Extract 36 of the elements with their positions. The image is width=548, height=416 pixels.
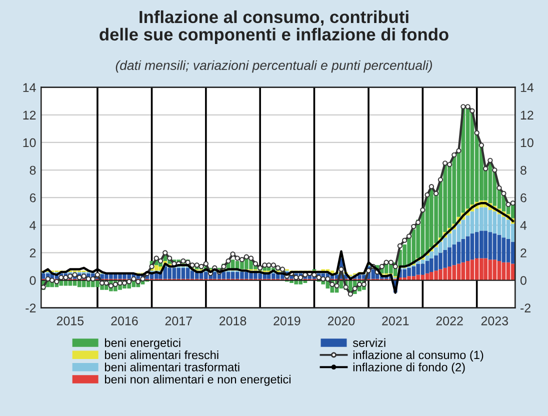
- y2-tick-label: 14: [520, 83, 534, 92]
- legend-label: beni non alimentari e non energetici: [104, 374, 290, 386]
- x-tick-label: 2019: [274, 316, 300, 326]
- legend-label: beni alimentari freschi: [104, 350, 218, 360]
- x-tick-label: 2016: [111, 316, 138, 326]
- x-tick-label: 2017: [165, 316, 192, 326]
- y2-tick-label: 2: [520, 248, 526, 258]
- y-tick-label: 4: [30, 221, 36, 230]
- x-tick-label: 2018: [220, 316, 246, 326]
- y2-tick-label: -2: [520, 304, 530, 312]
- y2-tick-label: 4: [520, 221, 527, 230]
- x-tick-label: 2020: [328, 316, 355, 326]
- x-tick-label: 2022: [436, 316, 463, 326]
- y-tick-label: 6: [30, 193, 36, 202]
- y-tick-label: 8: [30, 166, 36, 175]
- y2-tick-label: 0: [520, 276, 526, 285]
- legend-label: inflazione di fondo (2): [353, 362, 465, 374]
- legend-label: servizi: [352, 338, 386, 347]
- y-tick-label: 2: [30, 248, 36, 258]
- y-tick-label: 10: [23, 138, 36, 148]
- y2-tick-label: 12: [520, 110, 534, 120]
- legend-label: beni energetici: [104, 338, 180, 350]
- chart-subtitle: (dati mensili; variazioni percentuali e punti percentuali): [116, 60, 432, 73]
- y2-tick-label: 10: [520, 138, 534, 148]
- y-tick-label: -2: [26, 304, 36, 312]
- y-tick-label: 0: [30, 276, 36, 285]
- y2-tick-label: 6: [520, 193, 526, 202]
- y-tick-label: 14: [23, 83, 36, 92]
- y2-tick-label: 8: [520, 166, 526, 175]
- x-tick-label: 2015: [56, 316, 84, 326]
- x-tick-label: 2021: [382, 316, 409, 326]
- legend-label: inflazione al consumo (1): [353, 350, 484, 362]
- x-tick-label: 2023: [481, 316, 508, 326]
- legend-label: beni alimentari trasformati: [104, 362, 240, 372]
- y-tick-label: 12: [23, 110, 36, 120]
- chart-title: Inflazione al consumo, contributi delle sue componenti e inflazione di fondo: [100, 10, 448, 44]
